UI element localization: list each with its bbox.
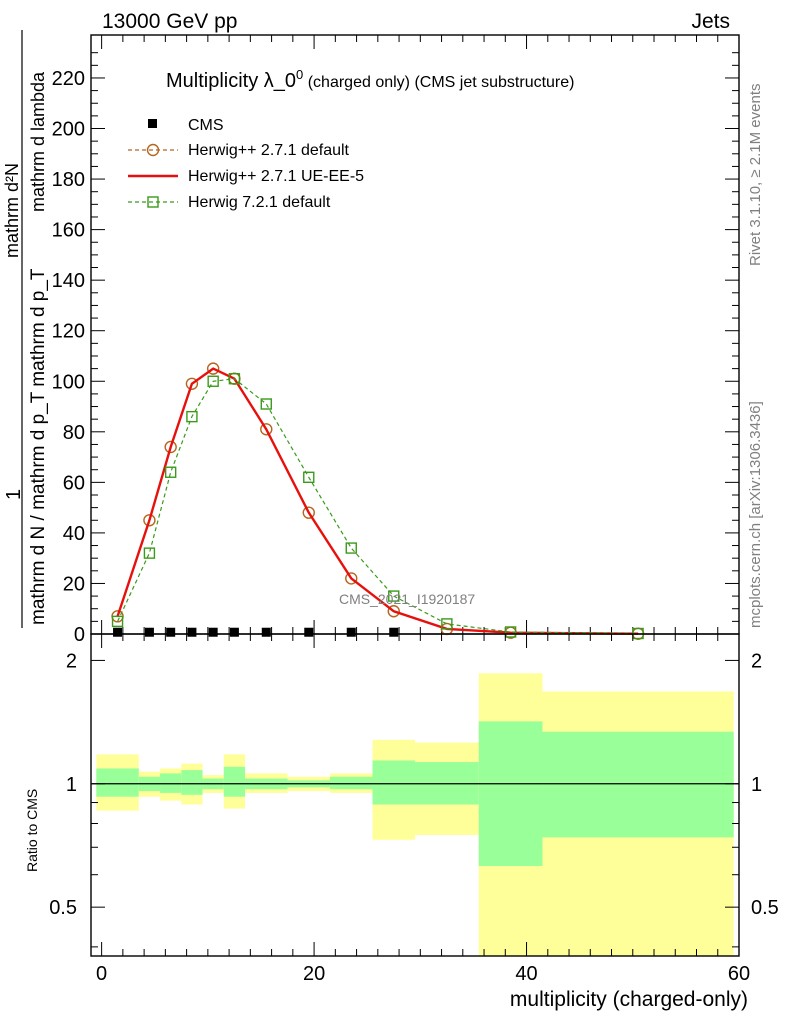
- main-y-label: 1 mathrm d N / mathrm d p_T mathrm d p_T…: [2, 30, 49, 628]
- ratio-band-inner-5: [223, 766, 246, 797]
- herwig-default-point: [164, 440, 177, 454]
- ratio-band-inner-0: [96, 768, 139, 797]
- legend-label-herwig-default: Herwig++ 2.7.1 default: [188, 142, 350, 159]
- cms-data-point: [187, 627, 197, 637]
- herwig7-point: [143, 547, 156, 559]
- main-y-tick-label: 0: [74, 624, 85, 646]
- main-y-label-numerator: mathrm d²N: [2, 163, 22, 258]
- ratio-band-inner-2: [160, 773, 182, 793]
- x-tick-label: 0: [96, 963, 107, 985]
- ratio-band-inner-3: [181, 770, 203, 795]
- herwig7-point: [164, 466, 177, 478]
- main-y-tick-label: 120: [52, 321, 85, 343]
- main-axes: 0 20 40 60 80 100 120 140 160 180 200 220: [52, 34, 740, 646]
- header-left: 13000 GeV pp: [102, 10, 237, 33]
- chart-title-main: Multiplicity λ_0: [166, 70, 296, 92]
- cms-data-point: [144, 627, 154, 637]
- main-y-tick-label: 100: [52, 371, 85, 393]
- legend-herwig-default-marker: [146, 143, 160, 157]
- cms-data-point: [389, 627, 399, 637]
- main-y-tick-label: 20: [63, 573, 85, 595]
- herwig7-point: [388, 590, 400, 602]
- main-y-tick-label: 80: [63, 422, 85, 444]
- ratio-y-tick-label-right: 2: [751, 650, 762, 672]
- ratio-band-inner-11: [478, 721, 543, 867]
- ratio-frame: [90, 633, 740, 957]
- herwig-default-point: [345, 572, 358, 585]
- x-axis-label: multiplicity (charged-only): [510, 988, 748, 1011]
- mcplots-label: mcplots.cern.ch [arXiv:1306.3436]: [747, 401, 764, 628]
- analysis-watermark: CMS_2021_I1920187: [339, 591, 475, 607]
- cms-data-point: [166, 627, 176, 637]
- herwig7-point: [207, 375, 219, 387]
- main-y-label-top: mathrm d lambda: [28, 71, 48, 212]
- herwig-default-point: [302, 506, 315, 519]
- herwig7-point: [504, 626, 517, 638]
- herwig7-point: [186, 410, 198, 423]
- ratio-y-tick-label-left: 1: [66, 774, 77, 796]
- herwig-default-point: [206, 362, 220, 375]
- chart-title-sub: (charged only) (CMS jet substructure): [303, 74, 574, 91]
- main-y-tick-label: 40: [63, 523, 85, 545]
- main-y-tick-label: 160: [52, 220, 85, 242]
- cms-data-point: [208, 627, 218, 637]
- main-series: [111, 362, 645, 640]
- main-y-tick-label: 180: [52, 169, 85, 191]
- herwig-default-point: [260, 423, 273, 436]
- main-y-tick-label: 60: [63, 472, 85, 494]
- ratio-band-inner-8: [330, 776, 373, 790]
- herwig7-point: [345, 542, 357, 554]
- herwig7-point: [260, 398, 272, 410]
- ratio-band-inner-12: [542, 731, 734, 838]
- herwig7-point: [111, 615, 124, 628]
- herwig7-point: [441, 618, 453, 630]
- legend-label-herwig7: Herwig 7.2.1 default: [188, 194, 331, 211]
- x-tick-label: 40: [515, 963, 537, 985]
- legend-label-cms: CMS: [188, 117, 224, 134]
- ratio-y-tick-label-right: 1: [751, 774, 762, 796]
- legend: CMS Herwig++ 2.7.1 default Herwig++ 2.7.…: [128, 117, 364, 211]
- ratio-bands: [91, 673, 739, 956]
- rivet-label: Rivet 3.1.10, ≥ 2.1M events: [747, 84, 764, 267]
- legend-herwig7-marker: [147, 196, 159, 208]
- legend-label-herwig-ueee5: Herwig++ 2.7.1 UE-EE-5: [188, 168, 364, 185]
- ratio-band-inner-9: [372, 760, 415, 805]
- main-y-tick-label: 140: [52, 270, 85, 292]
- cms-data-point: [304, 627, 314, 637]
- main-y-label-denominator: mathrm d N / mathrm d p_T mathrm d p_T: [28, 268, 49, 625]
- x-tick-label: 20: [303, 963, 325, 985]
- header-right: Jets: [691, 10, 730, 33]
- cms-data-point: [113, 627, 123, 637]
- chart-title: Multiplicity λ_00 (charged only) (CMS je…: [166, 67, 574, 92]
- ratio-axes: 0.5 0.51 12 20 20 40 60: [49, 633, 779, 985]
- herwig-default-point: [185, 377, 199, 390]
- cms-data-point: [261, 627, 271, 637]
- main-y-label-prefix: 1: [3, 489, 25, 500]
- ratio-y-label: Ratio to CMS: [24, 789, 40, 872]
- cms-data-point: [229, 627, 239, 637]
- cms-data-point: [346, 627, 356, 637]
- herwig7-point: [228, 373, 241, 385]
- herwig-default-point: [143, 514, 156, 527]
- ratio-y-tick-label-left: 2: [66, 650, 77, 672]
- x-tick-label: 60: [728, 963, 750, 985]
- herwig7-point: [303, 471, 315, 483]
- ratio-y-tick-label-right: 0.5: [751, 897, 779, 919]
- main-y-tick-label: 200: [52, 119, 85, 141]
- ratio-y-tick-label-left: 0.5: [49, 897, 77, 919]
- main-y-tick-label: 220: [52, 68, 85, 90]
- chart-title-sup: 0: [296, 67, 303, 82]
- legend-cms-marker: [148, 119, 157, 128]
- herwig-default-point: [387, 605, 400, 618]
